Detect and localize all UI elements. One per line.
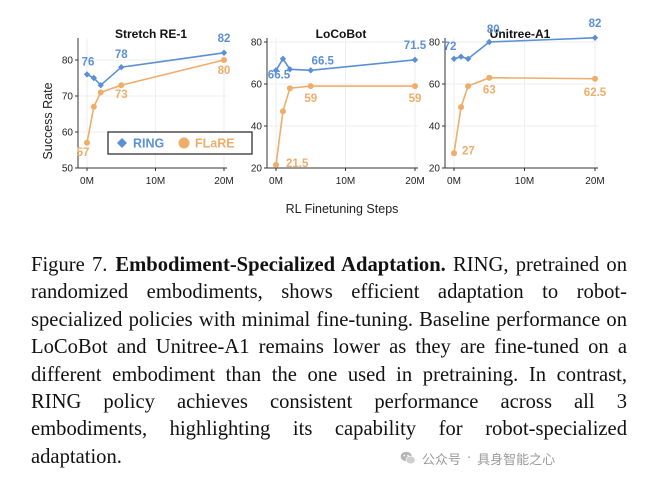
caption-figure-number: Figure 7. [31, 254, 108, 276]
ring-data-point [486, 38, 493, 46]
chart-panel-2: 20 40 60 80 0M 10M 20M LoCoBot 66.5 66.5 71.5 21.5 5… [251, 27, 427, 187]
y-axis-label: Success Rate [41, 82, 55, 159]
caption-ring-name-2: RING [31, 391, 82, 414]
y-tick-label: 70 [62, 92, 74, 103]
data-label: 82 [589, 18, 602, 30]
caption-ring-name: RING [453, 254, 504, 276]
data-label: 59 [409, 93, 422, 105]
chart-title: Unitree-A1 [490, 27, 551, 41]
figure-caption: Figure 7. Embodiment-Specialized Adaptati… [31, 252, 627, 471]
chart-title: LoCoBot [316, 27, 367, 41]
x-tick-label: 0M [269, 176, 283, 187]
x-tick-label: 20M [585, 176, 604, 187]
data-label: 80 [218, 65, 231, 77]
ring-data-point [272, 67, 280, 74]
flare-data-point [84, 139, 90, 146]
x-tick-label: 0M [80, 176, 94, 187]
flare-data-point [90, 103, 97, 110]
flare-data-point [118, 82, 125, 89]
data-label: 57 [77, 147, 90, 159]
y-tick-label: 80 [429, 38, 441, 49]
ring-data-point [83, 71, 91, 78]
legend-flare-marker [178, 137, 190, 149]
chart-panel-1: 50 60 70 80 0M 10M 20M Stretch RE-1 76 78 82 57 73 80… [62, 27, 253, 187]
y-tick-label: 20 [429, 164, 441, 175]
data-label: 59 [304, 93, 317, 105]
x-tick-label: 10M [515, 176, 534, 187]
ring-data-point [411, 56, 419, 64]
y-tick-label: 40 [429, 122, 441, 133]
flare-data-point [97, 89, 104, 96]
data-label: 66.5 [268, 69, 291, 81]
chart-figure: Success Rate RL Finetuning Steps 50 60 70 8… [41, 18, 607, 216]
y-tick-label: 60 [429, 80, 441, 91]
flare-data-point [279, 108, 286, 115]
data-label: 27 [462, 145, 475, 157]
wechat-icon [400, 451, 416, 465]
caption-title: Embodiment-Specialized Adaptation. [115, 254, 446, 276]
ring-data-point [307, 67, 314, 74]
x-tick-label: 10M [146, 176, 165, 187]
y-tick-label: 60 [251, 80, 263, 91]
data-label: 71.5 [404, 40, 427, 52]
data-label: 80 [487, 24, 500, 36]
ring-data-point [220, 49, 228, 56]
ring-data-point [457, 53, 465, 60]
x-axis-label: RL Finetuning Steps [286, 202, 399, 216]
data-label: 66.5 [312, 55, 335, 67]
data-label: 78 [115, 49, 128, 61]
x-tick-label: 0M [447, 176, 461, 187]
chart-title: Stretch RE-1 [115, 27, 187, 41]
flare-data-point [451, 150, 457, 157]
watermark: 公众号 · 具身智能之心 [400, 448, 555, 468]
ring-data-point [97, 82, 104, 89]
y-tick-label: 80 [251, 38, 263, 49]
caption-text-2: policy achieves consistent performance a… [31, 391, 627, 468]
x-tick-label: 20M [405, 176, 424, 187]
legend-flare-label: FLaRE [195, 137, 235, 151]
flare-data-point [286, 85, 293, 92]
flare-data-point [412, 83, 418, 90]
data-label: 76 [82, 56, 95, 68]
data-label: 72 [444, 41, 457, 53]
y-tick-label: 80 [62, 56, 74, 67]
y-tick-label: 20 [251, 164, 263, 175]
flare-data-point [465, 83, 472, 90]
flare-data-point [221, 57, 227, 63]
y-tick-label: 50 [62, 164, 74, 175]
data-label: 62.5 [584, 87, 607, 99]
y-tick-label: 40 [251, 122, 263, 133]
ring-data-point [286, 66, 294, 73]
legend-ring-label: RING [133, 137, 164, 151]
caption-text-1: , pretrained on randomized embodiments, … [31, 254, 627, 386]
flare-data-point [592, 75, 598, 82]
watermark-separator: · [467, 450, 472, 466]
ring-data-point [90, 74, 98, 82]
data-label: 82 [218, 33, 231, 45]
watermark-name: 具身智能之心 [477, 452, 556, 468]
ring-data-point [591, 34, 599, 41]
data-label: 73 [115, 89, 128, 101]
flare-data-point [273, 161, 279, 168]
x-tick-label: 20M [214, 176, 233, 187]
flare-data-point [307, 83, 314, 90]
legend-ring-marker [117, 138, 127, 148]
data-label: 21.5 [286, 158, 309, 170]
watermark-source: 公众号 [422, 452, 462, 468]
flare-data-point [486, 74, 493, 81]
x-tick-label: 10M [336, 176, 355, 187]
flare-data-point [458, 104, 465, 111]
y-tick-label: 60 [62, 128, 74, 139]
ring-data-point [118, 64, 125, 71]
ring-data-point [279, 55, 287, 62]
ring-data-point [450, 55, 458, 62]
data-label: 63 [483, 85, 496, 97]
ring-data-point [464, 55, 472, 62]
